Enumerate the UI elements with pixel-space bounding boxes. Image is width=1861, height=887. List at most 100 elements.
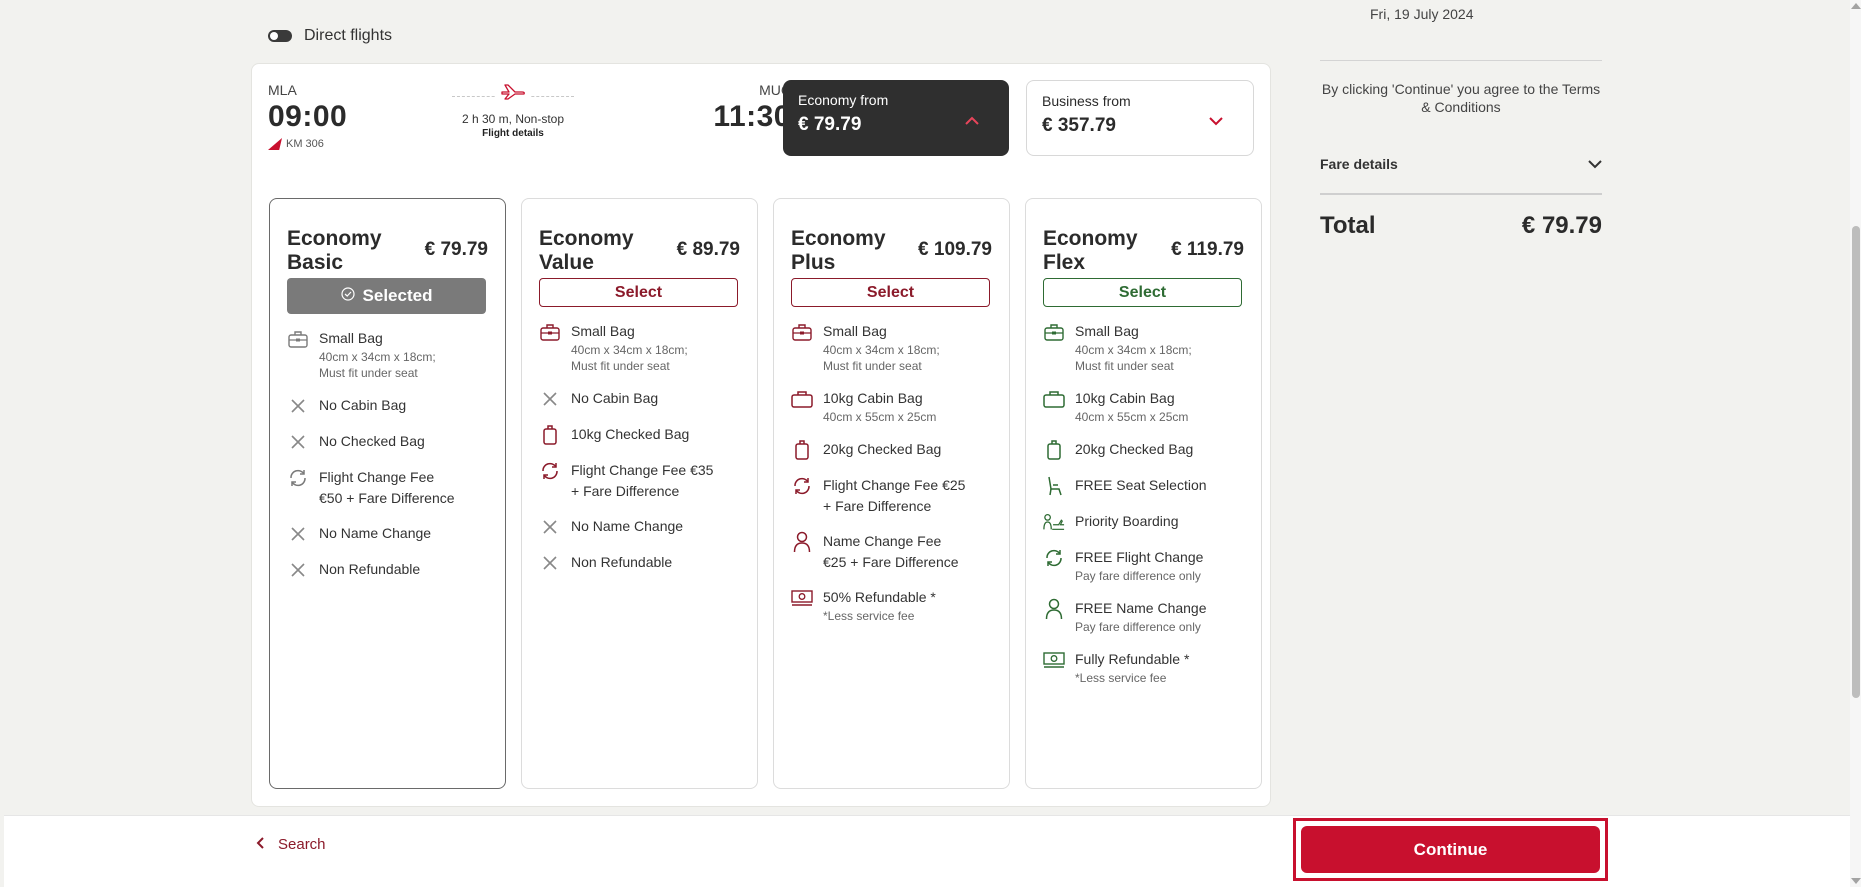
feature-text: 10kg Cabin Bag 40cm x 55cm x 25cm	[823, 388, 936, 425]
feature-title: Non Refundable	[319, 561, 421, 577]
feature-title: Small Bag	[1075, 323, 1139, 339]
feature-subtext-line2: Must fit under seat	[571, 359, 670, 373]
chevron-down-icon	[1588, 156, 1602, 172]
feature-subtext-line2: Must fit under seat	[1075, 359, 1174, 373]
back-to-search-link[interactable]: Search	[256, 836, 326, 853]
feature-text: Flight Change Fee €50 + Fare Difference	[319, 467, 455, 509]
feature-title-line2: + Fare Difference	[571, 483, 680, 499]
fare-header: Economy Plus € 109.79	[791, 227, 992, 275]
person-icon	[791, 531, 813, 553]
flight-change-icon	[1043, 547, 1065, 569]
cross-icon	[287, 431, 309, 453]
refund-icon	[1043, 649, 1065, 671]
fare-details-label: Fare details	[1320, 156, 1398, 172]
fare-details-toggle[interactable]: Fare details	[1320, 156, 1602, 172]
feature-subtext: 40cm x 55cm x 25cm	[1075, 410, 1189, 424]
feature-text: FREE Flight Change Pay fare difference o…	[1075, 547, 1203, 584]
fare-feature: 50% Refundable * *Less service fee	[791, 587, 992, 624]
feature-title: FREE Name Change	[1075, 600, 1207, 616]
economy-tab-label: Economy from	[798, 92, 889, 108]
select-fare-button[interactable]: Select	[539, 278, 738, 307]
fare-column-basic[interactable]: Economy Basic € 79.79 Selected Small Bag…	[269, 198, 506, 789]
select-fare-button[interactable]: Select	[791, 278, 990, 307]
fare-price: € 109.79	[918, 239, 992, 260]
feature-title: No Checked Bag	[319, 433, 425, 449]
feature-text: 10kg Cabin Bag 40cm x 55cm x 25cm	[1075, 388, 1188, 425]
fare-price: € 89.79	[676, 239, 740, 260]
flight-change-icon	[287, 467, 309, 489]
fare-column-flex[interactable]: Economy Flex € 119.79 Select Small Bag 4…	[1025, 198, 1262, 789]
scrollbar[interactable]	[1850, 0, 1861, 887]
feature-subtext-line2: Must fit under seat	[319, 366, 418, 380]
fare-name: Economy Plus	[791, 227, 886, 274]
feature-title: Name Change Fee	[823, 533, 942, 549]
feature-text: 50% Refundable * *Less service fee	[823, 587, 936, 624]
fare-feature: Non Refundable	[539, 552, 740, 574]
checked-bag-icon	[1043, 439, 1065, 461]
departure-code: MLA	[268, 82, 297, 98]
total-row: Total € 79.79	[1320, 212, 1602, 240]
scrollbar-thumb[interactable]	[1852, 226, 1860, 698]
fare-feature: No Name Change	[287, 523, 488, 545]
cross-icon	[539, 388, 561, 410]
fare-feature: Small Bag 40cm x 34cm x 18cm; Must fit u…	[791, 321, 992, 374]
feature-text: Small Bag 40cm x 34cm x 18cm; Must fit u…	[571, 321, 688, 374]
scroll-up-icon[interactable]	[1851, 3, 1861, 9]
economy-fare-tab[interactable]: Economy from € 79.79	[783, 80, 1009, 156]
cross-icon	[539, 516, 561, 538]
arrival-code: MUC	[759, 82, 791, 98]
feature-subtext: Pay fare difference only	[1075, 620, 1201, 634]
select-fare-button[interactable]: Selected	[287, 278, 486, 314]
select-fare-button[interactable]: Select	[1043, 278, 1242, 307]
checked-bag-icon	[791, 439, 813, 461]
fare-feature: Fully Refundable * *Less service fee	[1043, 649, 1244, 686]
fare-column-value[interactable]: Economy Value € 89.79 Select Small Bag 4…	[521, 198, 758, 789]
feature-text: Small Bag 40cm x 34cm x 18cm; Must fit u…	[319, 328, 436, 381]
fare-feature: No Checked Bag	[287, 431, 488, 453]
feature-title: Flight Change Fee €35	[571, 462, 714, 478]
fare-price: € 119.79	[1171, 239, 1244, 260]
summary-divider	[1320, 60, 1602, 61]
feature-title: Small Bag	[571, 323, 635, 339]
fare-feature: Flight Change Fee €25 + Fare Difference	[791, 475, 992, 517]
feature-title: 10kg Cabin Bag	[1075, 390, 1175, 406]
flight-details-link[interactable]: Flight details	[482, 128, 544, 139]
chevron-down-icon	[1209, 113, 1223, 131]
business-tab-label: Business from	[1042, 93, 1131, 109]
arrival-time: 11:30	[713, 100, 791, 133]
feature-subtext: *Less service fee	[823, 609, 915, 623]
feature-subtext: 40cm x 34cm x 18cm;	[1075, 343, 1192, 357]
fare-header: Economy Flex € 119.79	[1043, 227, 1244, 275]
chevron-up-icon	[965, 112, 979, 130]
priority-boarding-icon	[1043, 511, 1065, 533]
small-bag-icon	[287, 328, 309, 350]
fare-feature: 20kg Checked Bag	[791, 439, 992, 461]
feature-title: Non Refundable	[571, 554, 673, 570]
direct-flights-filter[interactable]: Direct flights	[268, 27, 392, 45]
feature-text: 10kg Checked Bag	[571, 424, 689, 446]
feature-title: Small Bag	[823, 323, 887, 339]
terms-text: By clicking 'Continue' you agree to the …	[1321, 81, 1601, 115]
fare-header: Economy Value € 89.79	[539, 227, 740, 275]
fare-feature: No Cabin Bag	[287, 395, 488, 417]
scroll-down-icon[interactable]	[1851, 878, 1861, 884]
airline-logo-icon	[268, 138, 282, 150]
feature-subtext: 40cm x 34cm x 18cm;	[823, 343, 940, 357]
feature-title: Priority Boarding	[1075, 513, 1179, 529]
feature-text: Non Refundable	[319, 559, 420, 581]
feature-text: Name Change Fee €25 + Fare Difference	[823, 531, 959, 573]
economy-tab-price: € 79.79	[798, 114, 862, 135]
fare-feature: Small Bag 40cm x 34cm x 18cm; Must fit u…	[1043, 321, 1244, 374]
cross-icon	[287, 559, 309, 581]
feature-text: Flight Change Fee €25 + Fare Difference	[823, 475, 965, 517]
business-tab-price: € 357.79	[1042, 115, 1116, 136]
cross-icon	[287, 523, 309, 545]
direct-flights-toggle[interactable]	[268, 30, 292, 42]
checked-bag-icon	[539, 424, 561, 446]
continue-button[interactable]: Continue	[1301, 826, 1600, 873]
business-fare-tab[interactable]: Business from € 357.79	[1026, 80, 1254, 156]
fare-column-plus[interactable]: Economy Plus € 109.79 Select Small Bag 4…	[773, 198, 1010, 789]
feature-subtext: 40cm x 34cm x 18cm;	[571, 343, 688, 357]
feature-title: Flight Change Fee €25	[823, 477, 966, 493]
feature-title: 20kg Checked Bag	[823, 441, 942, 457]
